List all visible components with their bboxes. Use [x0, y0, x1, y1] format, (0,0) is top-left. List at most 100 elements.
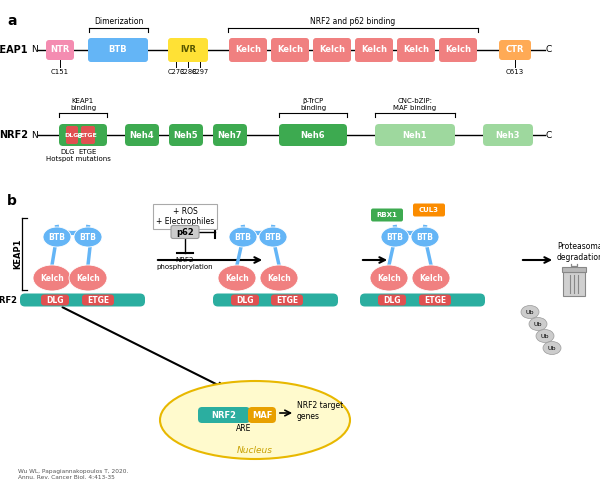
- FancyBboxPatch shape: [271, 38, 309, 62]
- Text: ETGE: ETGE: [79, 149, 97, 155]
- Text: Kelch: Kelch: [361, 46, 387, 54]
- Text: MAF: MAF: [252, 411, 272, 419]
- Text: Kelch: Kelch: [76, 274, 100, 282]
- Text: C297: C297: [191, 69, 209, 75]
- Text: Ub: Ub: [548, 346, 556, 350]
- Text: NRF2
phosphorylation: NRF2 phosphorylation: [157, 257, 214, 270]
- Text: ARE: ARE: [236, 424, 251, 433]
- Text: Proteasomal
degradation: Proteasomal degradation: [557, 243, 600, 261]
- Text: N: N: [32, 131, 38, 139]
- Text: Ub: Ub: [541, 333, 549, 339]
- Text: BTB: BTB: [416, 232, 433, 242]
- FancyBboxPatch shape: [81, 126, 95, 144]
- FancyBboxPatch shape: [213, 294, 338, 307]
- Text: Kelch: Kelch: [225, 274, 249, 282]
- FancyBboxPatch shape: [125, 124, 159, 146]
- FancyBboxPatch shape: [562, 267, 586, 272]
- FancyBboxPatch shape: [499, 40, 531, 60]
- Text: Wu WL, Papagiannakopoulos T, 2020.
Annu. Rev. Cancer Biol. 4:413-35: Wu WL, Papagiannakopoulos T, 2020. Annu.…: [18, 469, 128, 480]
- Text: Ub: Ub: [534, 322, 542, 327]
- Text: BTB: BTB: [235, 232, 251, 242]
- Text: NTR: NTR: [50, 46, 70, 54]
- Text: Kelch: Kelch: [419, 274, 443, 282]
- Text: BTB: BTB: [386, 232, 403, 242]
- FancyBboxPatch shape: [66, 126, 78, 144]
- Text: C273: C273: [167, 69, 185, 75]
- Text: Ub: Ub: [526, 310, 534, 314]
- FancyBboxPatch shape: [46, 40, 74, 60]
- Text: NRF2 and p62 binding: NRF2 and p62 binding: [310, 17, 395, 26]
- Ellipse shape: [370, 265, 408, 291]
- Text: CNC-bZIP:
MAF binding: CNC-bZIP: MAF binding: [394, 98, 437, 111]
- FancyBboxPatch shape: [360, 294, 485, 307]
- FancyBboxPatch shape: [375, 124, 455, 146]
- Text: ETGE: ETGE: [424, 295, 446, 305]
- Text: IVR: IVR: [180, 46, 196, 54]
- Ellipse shape: [529, 317, 547, 330]
- Ellipse shape: [229, 227, 257, 247]
- Text: N: N: [32, 46, 38, 54]
- Text: Kelch: Kelch: [235, 46, 261, 54]
- Text: BTB: BTB: [80, 232, 97, 242]
- Ellipse shape: [381, 227, 409, 247]
- Text: NRF2: NRF2: [212, 411, 236, 419]
- FancyBboxPatch shape: [198, 407, 250, 423]
- Text: DLG: DLG: [61, 149, 75, 155]
- Text: Dimerization: Dimerization: [94, 17, 143, 26]
- Text: BTB: BTB: [265, 232, 281, 242]
- Ellipse shape: [521, 306, 539, 318]
- Text: CUL3: CUL3: [419, 207, 439, 213]
- FancyBboxPatch shape: [82, 295, 114, 306]
- FancyBboxPatch shape: [41, 295, 69, 306]
- FancyBboxPatch shape: [439, 38, 477, 62]
- Text: + ROS
+ Electrophiles: + ROS + Electrophiles: [156, 207, 214, 226]
- Ellipse shape: [543, 342, 561, 354]
- Text: BTB: BTB: [109, 46, 127, 54]
- Text: C613: C613: [506, 69, 524, 75]
- FancyBboxPatch shape: [213, 124, 247, 146]
- FancyBboxPatch shape: [563, 272, 585, 296]
- FancyBboxPatch shape: [371, 208, 403, 222]
- Text: b: b: [7, 194, 17, 208]
- FancyBboxPatch shape: [59, 124, 107, 146]
- Text: Hotspot mutations: Hotspot mutations: [46, 156, 110, 162]
- Text: Kelch: Kelch: [377, 274, 401, 282]
- FancyBboxPatch shape: [168, 38, 208, 62]
- Text: ETGE: ETGE: [79, 133, 97, 138]
- Text: NRF2 target
genes: NRF2 target genes: [297, 401, 343, 421]
- FancyBboxPatch shape: [169, 124, 203, 146]
- FancyBboxPatch shape: [483, 124, 533, 146]
- Ellipse shape: [536, 330, 554, 343]
- Ellipse shape: [33, 265, 71, 291]
- Ellipse shape: [259, 227, 287, 247]
- Ellipse shape: [412, 265, 450, 291]
- FancyBboxPatch shape: [229, 38, 267, 62]
- Ellipse shape: [218, 265, 256, 291]
- Text: Neh5: Neh5: [173, 131, 199, 139]
- Ellipse shape: [69, 265, 107, 291]
- Text: NRF2: NRF2: [0, 130, 28, 140]
- FancyBboxPatch shape: [397, 38, 435, 62]
- Text: DLG: DLG: [46, 295, 64, 305]
- Text: NRF2: NRF2: [0, 295, 17, 305]
- FancyBboxPatch shape: [313, 38, 351, 62]
- Text: β-TrCP
binding: β-TrCP binding: [300, 98, 326, 111]
- Text: p62: p62: [176, 227, 194, 237]
- Ellipse shape: [43, 227, 71, 247]
- Text: Neh1: Neh1: [403, 131, 427, 139]
- FancyBboxPatch shape: [271, 295, 303, 306]
- FancyBboxPatch shape: [231, 295, 259, 306]
- Text: BTB: BTB: [49, 232, 65, 242]
- Text: RBX1: RBX1: [377, 212, 397, 218]
- Text: DLG: DLG: [236, 295, 254, 305]
- Text: KEAP1
binding: KEAP1 binding: [70, 98, 96, 111]
- Text: Kelch: Kelch: [403, 46, 429, 54]
- Text: Neh3: Neh3: [496, 131, 520, 139]
- FancyBboxPatch shape: [355, 38, 393, 62]
- Text: C288: C288: [179, 69, 197, 75]
- Ellipse shape: [160, 381, 350, 459]
- Text: C: C: [546, 131, 552, 139]
- Text: Kelch: Kelch: [40, 274, 64, 282]
- FancyBboxPatch shape: [279, 124, 347, 146]
- Text: KEAP1: KEAP1: [14, 239, 23, 269]
